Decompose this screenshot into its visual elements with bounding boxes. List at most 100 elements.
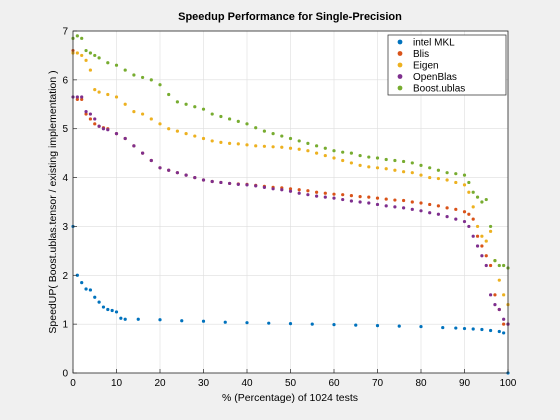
data-point [475, 195, 480, 199]
data-point [315, 190, 319, 194]
data-point [480, 200, 484, 204]
data-point [367, 155, 371, 159]
data-point [245, 143, 249, 147]
data-point [341, 158, 345, 163]
data-point [114, 132, 119, 136]
data-point [180, 319, 184, 323]
data-point [419, 324, 423, 329]
data-point [489, 224, 493, 229]
data-point [80, 281, 84, 285]
data-point [493, 293, 497, 297]
data-point [436, 212, 440, 216]
data-point [236, 142, 240, 146]
data-point [419, 209, 423, 213]
x-tick-label: 90 [459, 378, 471, 389]
x-axis-label: % (Percentage) of 1024 tests [222, 392, 358, 404]
data-point [149, 117, 153, 121]
x-tick-label: 60 [328, 378, 340, 389]
data-point [75, 97, 79, 101]
data-point [341, 193, 345, 197]
data-point [471, 205, 475, 209]
data-point [445, 171, 449, 175]
data-point [88, 68, 92, 72]
legend-marker [397, 39, 403, 45]
data-point [462, 219, 467, 224]
data-point [210, 139, 214, 143]
data-point [228, 181, 232, 186]
data-point [349, 161, 353, 165]
data-point [475, 224, 480, 229]
y-tick-label: 5 [62, 124, 68, 135]
data-point [210, 179, 214, 184]
x-tick-label: 70 [372, 378, 384, 389]
data-point [354, 323, 358, 327]
data-point [288, 136, 293, 141]
data-point [332, 149, 336, 153]
data-point [332, 192, 336, 196]
data-point [436, 176, 440, 181]
data-point [467, 212, 471, 216]
data-point [480, 244, 484, 248]
data-point [349, 194, 353, 198]
data-point [493, 303, 497, 307]
data-point [393, 198, 397, 202]
data-point [462, 210, 467, 214]
data-point [367, 195, 371, 199]
data-point [201, 136, 206, 141]
data-point [167, 168, 171, 172]
data-point [288, 146, 293, 150]
x-tick-label: 30 [198, 378, 210, 389]
x-tick-label: 20 [154, 378, 166, 389]
data-point [484, 263, 488, 268]
data-point [245, 183, 249, 187]
data-point [502, 263, 506, 268]
data-point [201, 319, 206, 323]
data-point [358, 153, 362, 158]
data-point [315, 194, 319, 198]
data-point [254, 144, 258, 148]
data-point [393, 158, 397, 163]
data-point [106, 307, 110, 312]
data-point [502, 322, 506, 326]
data-point [136, 317, 140, 321]
y-tick-label: 4 [62, 173, 68, 184]
data-point [375, 324, 380, 328]
data-point [497, 329, 501, 334]
series-eigen [71, 51, 510, 307]
data-point [436, 168, 440, 172]
data-point [280, 134, 284, 138]
data-point [419, 173, 423, 177]
data-point [306, 141, 310, 145]
data-point [484, 254, 488, 258]
data-point [219, 180, 223, 185]
data-point [158, 166, 162, 170]
data-point [132, 73, 136, 77]
data-point [158, 122, 162, 126]
data-point [332, 196, 336, 200]
data-point [367, 165, 371, 169]
data-point [306, 189, 310, 193]
data-point [84, 48, 88, 53]
data-point [254, 184, 258, 188]
data-point [75, 95, 79, 99]
data-point [358, 200, 362, 204]
data-point [236, 119, 240, 123]
data-point [288, 187, 293, 191]
data-point [349, 151, 353, 155]
data-point [332, 156, 336, 160]
data-point [410, 207, 414, 211]
data-point [375, 166, 380, 170]
data-point [193, 134, 197, 138]
data-point [93, 295, 97, 299]
y-tick-label: 1 [62, 320, 68, 331]
data-point [497, 278, 501, 282]
data-point [245, 321, 249, 325]
data-point [297, 188, 301, 192]
data-point [97, 90, 101, 94]
data-point [93, 122, 97, 126]
x-tick-label: 0 [70, 378, 76, 389]
data-point [445, 206, 449, 210]
data-point [467, 224, 471, 229]
data-point [271, 145, 275, 149]
data-point [467, 180, 471, 185]
